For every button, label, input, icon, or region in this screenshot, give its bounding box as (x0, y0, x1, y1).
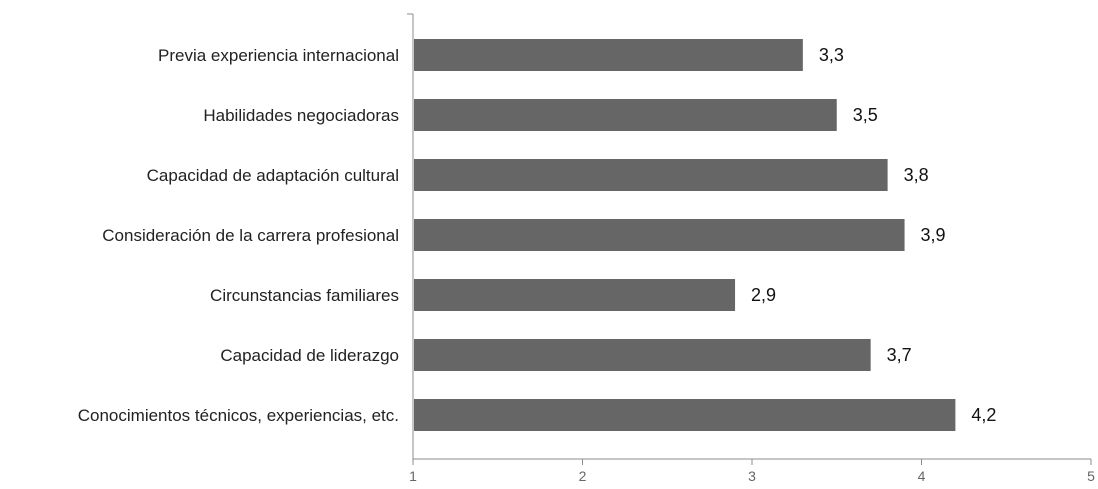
data-label: 3,7 (887, 345, 912, 365)
category-label: Consideración de la carrera profesional (102, 226, 399, 245)
chart-bars (414, 39, 956, 431)
x-tick-labels: 1 2 3 4 5 (409, 468, 1095, 484)
bar (414, 159, 888, 191)
bar (414, 39, 803, 71)
category-label: Conocimientos técnicos, experiencias, et… (78, 406, 399, 425)
category-label: Circunstancias familiares (210, 286, 399, 305)
data-label: 3,5 (853, 105, 878, 125)
category-label: Capacidad de liderazgo (220, 346, 399, 365)
x-tick-label: 3 (748, 468, 756, 484)
x-tick-label: 4 (918, 468, 926, 484)
bar (414, 99, 837, 131)
category-label: Habilidades negociadoras (203, 106, 399, 125)
chart-axes (407, 13, 1092, 465)
value-labels: 3,3 3,5 3,8 3,9 2,9 3,7 4,2 (751, 45, 996, 425)
bar (414, 219, 905, 251)
x-tick-label: 2 (579, 468, 587, 484)
x-tick-label: 5 (1087, 468, 1095, 484)
bar (414, 399, 956, 431)
data-label: 3,8 (904, 165, 929, 185)
category-label: Capacidad de adaptación cultural (147, 166, 399, 185)
data-label: 3,3 (819, 45, 844, 65)
data-label: 4,2 (971, 405, 996, 425)
category-label: Previa experiencia internacional (158, 46, 399, 65)
x-tick-label: 1 (409, 468, 417, 484)
category-labels: Previa experiencia internacional Habilida… (78, 46, 399, 425)
bar (414, 279, 736, 311)
bar (414, 339, 871, 371)
data-label: 2,9 (751, 285, 776, 305)
data-label: 3,9 (921, 225, 946, 245)
